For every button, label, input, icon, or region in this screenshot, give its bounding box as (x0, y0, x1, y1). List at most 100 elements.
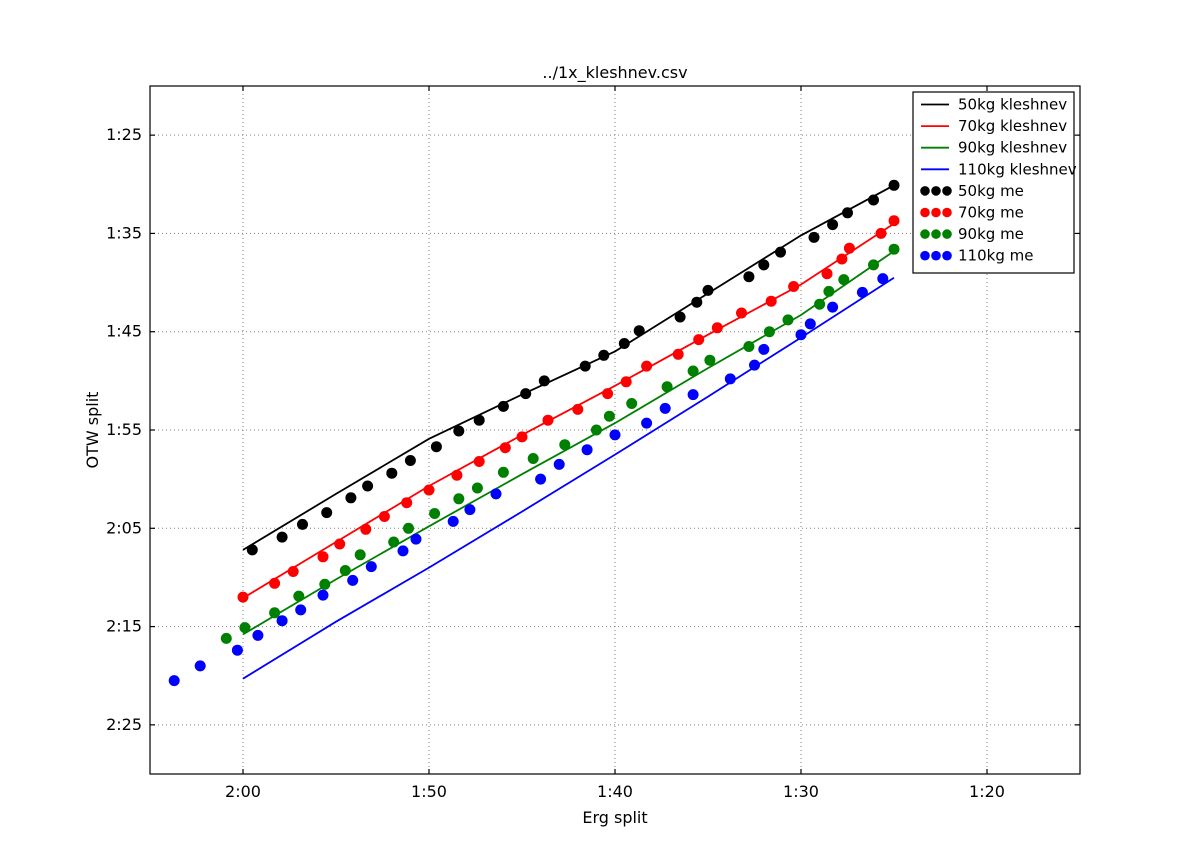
legend-label: 50kg me (958, 182, 1024, 200)
data-point (838, 274, 850, 286)
legend-item: 110kg me (920, 247, 1033, 265)
data-point (788, 281, 800, 292)
legend-label: 90kg me (958, 225, 1024, 243)
scatter-110kg-me (168, 273, 889, 687)
data-point (626, 398, 638, 409)
line-50kg-kleshnev (242, 184, 895, 551)
data-point (590, 424, 602, 436)
data-point (397, 545, 409, 557)
data-point (497, 466, 509, 478)
data-point (345, 492, 357, 504)
data-point (581, 444, 593, 456)
y-tick-labels: 1:25 1:35 1:45 1:55 2:05 2:15 2:25 (106, 125, 142, 734)
data-point (827, 219, 839, 231)
line-70kg-kleshnev (242, 222, 895, 599)
data-point (231, 644, 243, 656)
data-point (410, 533, 422, 545)
data-point (334, 538, 346, 550)
data-point (674, 311, 686, 323)
data-point (194, 660, 206, 672)
legend-label: 110kg kleshnev (958, 160, 1077, 178)
y-tick-label: 2:15 (106, 617, 142, 636)
data-point (497, 400, 509, 412)
data-point (490, 488, 502, 500)
legend-marker-sample (942, 186, 952, 196)
y-tick-label: 2:05 (106, 518, 142, 537)
data-point (520, 388, 532, 400)
data-point (451, 469, 463, 481)
data-point (388, 536, 400, 548)
data-point (553, 458, 565, 470)
data-point (276, 615, 288, 627)
data-point (269, 577, 281, 589)
legend-item: 70kg kleshnev (921, 117, 1067, 135)
data-point (538, 375, 550, 387)
legend-marker-sample (920, 207, 930, 218)
data-point (321, 507, 333, 519)
scatter-50kg-me (246, 179, 900, 556)
data-point (661, 381, 673, 393)
data-point (843, 242, 855, 254)
x-tick-label: 1:50 (411, 782, 447, 801)
data-point (702, 284, 714, 296)
data-point (641, 417, 653, 429)
legend-marker-sample (931, 186, 941, 196)
data-point (354, 549, 366, 561)
data-point (687, 365, 699, 377)
data-point (758, 259, 770, 271)
y-tick-label: 1:25 (106, 125, 142, 144)
data-point (473, 414, 485, 426)
line-110kg-kleshnev (242, 276, 895, 680)
data-point (641, 360, 653, 372)
axis-ticks (150, 86, 1080, 774)
legend-item: 50kg me (920, 182, 1024, 200)
data-point (775, 246, 786, 258)
data-point (704, 354, 716, 366)
data-point (317, 551, 329, 563)
data-point (814, 298, 826, 310)
data-point (246, 544, 258, 556)
legend-item: 110kg kleshnev (921, 160, 1077, 178)
legend-label: 110kg me (958, 247, 1033, 265)
legend-item: 50kg kleshnev (921, 96, 1067, 114)
data-point (473, 456, 485, 467)
data-point (295, 604, 307, 616)
data-point (339, 565, 351, 576)
data-point (691, 296, 703, 308)
data-point (365, 561, 377, 573)
data-point (856, 286, 868, 298)
legend-marker-sample (931, 229, 941, 239)
legend-marker-sample (942, 229, 952, 239)
scatter-series (168, 179, 900, 687)
data-point (237, 591, 249, 603)
y-tick-label: 1:55 (106, 420, 142, 439)
legend-marker-sample (920, 186, 930, 196)
data-point (868, 194, 879, 206)
data-point (758, 343, 770, 355)
data-point (287, 566, 299, 577)
legend-marker-sample (931, 250, 941, 261)
scatter-70kg-me (237, 215, 900, 603)
data-point (293, 590, 305, 602)
data-point (297, 518, 308, 530)
data-point (877, 273, 889, 285)
data-point (378, 511, 390, 522)
legend-marker-sample (942, 207, 952, 218)
data-point (736, 307, 747, 319)
data-point (360, 523, 372, 535)
data-point (888, 215, 900, 227)
data-point (252, 629, 264, 641)
data-point (836, 253, 848, 265)
data-point (542, 414, 554, 426)
data-point (464, 504, 476, 516)
data-point (765, 295, 777, 307)
data-point (795, 329, 807, 341)
data-point (672, 348, 684, 360)
legend-item: 90kg kleshnev (921, 139, 1067, 157)
data-point (579, 360, 591, 372)
data-point (659, 402, 671, 414)
scatter-90kg-me (220, 243, 900, 644)
legend: 50kg kleshnev 70kg kleshnev 90kg kleshnev 1… (912, 91, 1077, 274)
data-point (535, 473, 547, 485)
data-point (633, 325, 645, 337)
